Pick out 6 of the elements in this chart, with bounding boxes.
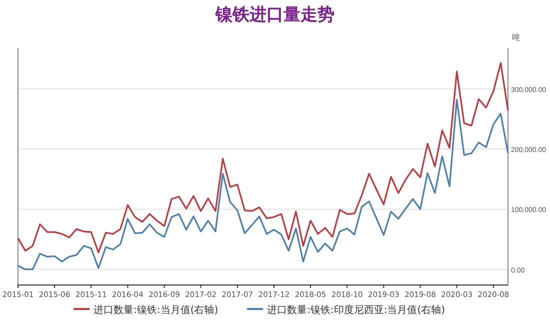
line-series [17, 98, 509, 270]
legend-label: 进口数量:镍铁:当月值(右轴) [94, 304, 218, 316]
y-axis-title: 吨 [512, 33, 520, 42]
legend-label: 进口数量:镍铁:印度尼西亚:当月值(右轴) [267, 304, 446, 316]
chart-title: 镍铁进口量走势 [214, 5, 334, 25]
line-series [17, 62, 509, 254]
